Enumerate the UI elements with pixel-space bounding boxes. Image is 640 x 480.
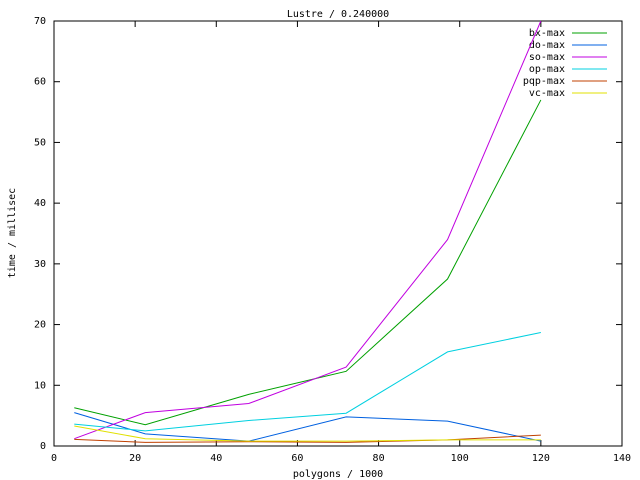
x-tick-label: 120 — [532, 453, 550, 464]
y-tick-label: 0 — [40, 441, 46, 452]
series-line — [74, 425, 541, 442]
series-line — [74, 99, 542, 426]
series-line — [74, 331, 541, 432]
y-tick-label: 20 — [34, 320, 46, 331]
series-line — [74, 412, 541, 442]
x-tick-label: 20 — [129, 453, 141, 464]
y-tick-label: 50 — [34, 137, 46, 148]
y-tick-label: 30 — [34, 259, 46, 270]
y-tick-label: 10 — [34, 380, 46, 391]
legend-label: pqp-max — [523, 76, 565, 87]
legend-label: op-max — [529, 64, 565, 75]
legend-label: bx-max — [529, 28, 565, 39]
y-tick-label: 60 — [34, 77, 46, 88]
y-tick-label: 70 — [34, 16, 46, 27]
legend-label: vc-max — [529, 88, 565, 99]
plot-frame — [53, 20, 623, 447]
x-tick-label: 100 — [451, 453, 469, 464]
y-axis-label: time / millisec — [7, 188, 18, 278]
x-tick-label: 140 — [613, 453, 631, 464]
legend-label: do-max — [529, 40, 565, 51]
y-tick-label: 40 — [34, 198, 46, 209]
legend-label: so-max — [529, 52, 565, 63]
x-axis-label: polygons / 1000 — [293, 469, 383, 480]
series-line — [74, 434, 541, 443]
series-line — [74, 20, 542, 440]
x-tick-label: 80 — [373, 453, 385, 464]
x-tick-label: 40 — [210, 453, 222, 464]
x-tick-label: 0 — [51, 453, 57, 464]
x-tick-label: 60 — [291, 453, 303, 464]
chart-title: Lustre / 0.240000 — [287, 9, 389, 20]
